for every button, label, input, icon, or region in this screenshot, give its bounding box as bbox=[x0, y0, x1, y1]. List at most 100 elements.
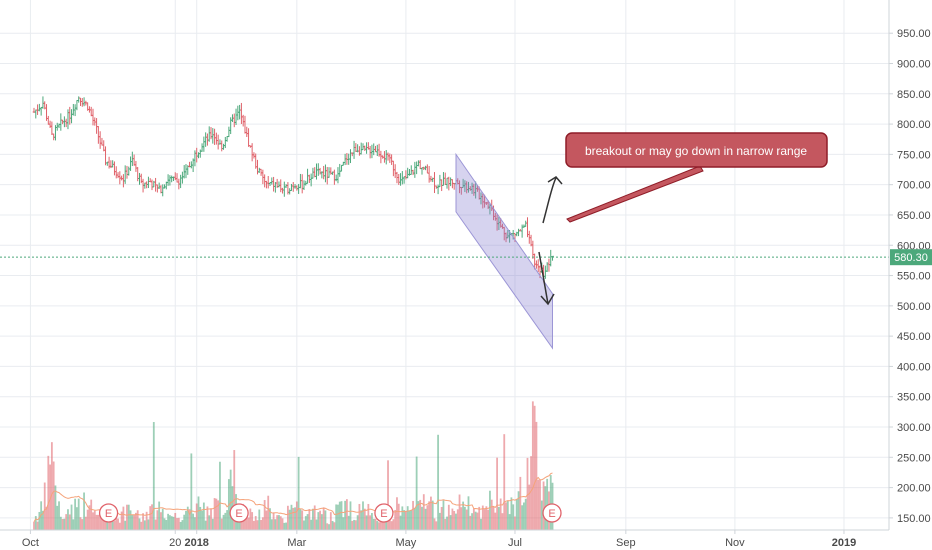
volume-bar bbox=[546, 478, 549, 530]
volume-bar bbox=[438, 512, 441, 530]
candle bbox=[220, 140, 224, 152]
descending-channel-drawing[interactable] bbox=[455, 152, 553, 350]
volume-bar bbox=[381, 519, 384, 530]
volume-bar bbox=[388, 513, 391, 530]
volume-bar bbox=[145, 511, 148, 530]
volume-bar bbox=[435, 521, 438, 530]
chart-grid bbox=[0, 0, 889, 530]
volume-bar bbox=[253, 520, 255, 530]
breakdown-arrow[interactable] bbox=[538, 251, 555, 306]
candle bbox=[424, 165, 427, 171]
volume-bar bbox=[36, 521, 39, 530]
volume-bar bbox=[490, 499, 493, 530]
volume-bar bbox=[433, 518, 436, 530]
volume-bar bbox=[194, 517, 196, 530]
candle bbox=[102, 140, 106, 152]
candle bbox=[411, 169, 415, 176]
volume-bar bbox=[469, 515, 472, 530]
volume-bar bbox=[465, 509, 468, 530]
volume-bar bbox=[478, 506, 481, 530]
candle bbox=[129, 156, 132, 171]
volume-bar bbox=[342, 517, 345, 530]
volume-bar bbox=[77, 498, 80, 530]
volume-bar bbox=[340, 501, 343, 530]
candle bbox=[136, 167, 140, 182]
candle bbox=[283, 181, 286, 197]
volume-bar bbox=[458, 494, 461, 530]
volume-bar bbox=[72, 519, 75, 530]
candle bbox=[279, 179, 283, 193]
volume-bar bbox=[451, 508, 454, 530]
candle bbox=[415, 161, 418, 175]
candle bbox=[100, 137, 104, 146]
last-price-badge: 580.30 bbox=[890, 249, 932, 266]
volume-bar bbox=[515, 499, 518, 530]
volume-bar bbox=[38, 511, 41, 530]
volume-bar bbox=[413, 507, 416, 530]
earnings-marker-label: E bbox=[548, 508, 555, 520]
price-axis-label: 750.00 bbox=[897, 149, 931, 161]
volume-bar bbox=[122, 506, 125, 530]
volume-bar bbox=[233, 450, 236, 530]
earnings-marker-label: E bbox=[235, 508, 242, 520]
candle bbox=[79, 97, 82, 107]
candle bbox=[379, 150, 383, 164]
price-axis-label: 700.00 bbox=[897, 180, 931, 192]
volume-bar bbox=[299, 509, 302, 530]
earnings-marker-label: E bbox=[105, 508, 112, 520]
volume-bar bbox=[111, 521, 114, 530]
candle bbox=[114, 166, 118, 179]
volume-bar bbox=[487, 509, 490, 530]
breakout-arrow[interactable] bbox=[542, 176, 563, 224]
volume-bar bbox=[208, 515, 211, 530]
volume-bar bbox=[165, 519, 168, 530]
volume-bar bbox=[310, 519, 313, 530]
candle bbox=[333, 169, 336, 185]
candle bbox=[365, 142, 368, 154]
volume-bar bbox=[483, 509, 486, 530]
volume-bar bbox=[540, 500, 543, 530]
candle bbox=[445, 177, 449, 189]
volume-bar bbox=[453, 510, 456, 530]
volume-bar bbox=[179, 521, 182, 530]
volume-bar bbox=[99, 514, 102, 530]
volume-bar bbox=[115, 517, 118, 530]
annotation-callout[interactable]: breakout or may go down in narrow range bbox=[565, 132, 828, 168]
volume-bar bbox=[93, 510, 96, 530]
volume-bar bbox=[58, 501, 60, 530]
time-axis[interactable]: Oct 20 2018 Mar May Jul Sep Nov 2019 bbox=[22, 530, 856, 549]
volume-bar bbox=[419, 499, 422, 530]
candle bbox=[95, 118, 98, 134]
volume-bar bbox=[344, 500, 347, 530]
volume-bar bbox=[494, 512, 497, 530]
candle bbox=[426, 164, 429, 174]
earnings-marker: E bbox=[229, 503, 249, 523]
volume-bar bbox=[81, 519, 84, 530]
volume-bar bbox=[267, 495, 270, 530]
volume-bar bbox=[455, 513, 457, 530]
candle bbox=[547, 258, 551, 272]
volume-bar bbox=[372, 518, 375, 530]
volume-bar bbox=[408, 510, 411, 530]
candle bbox=[98, 131, 102, 149]
volume-bar bbox=[52, 461, 55, 530]
volume-bar bbox=[394, 509, 397, 530]
candle bbox=[324, 164, 327, 183]
volume-bar bbox=[149, 506, 152, 530]
candle bbox=[322, 165, 325, 180]
volume-bar bbox=[304, 516, 307, 530]
volume-bar bbox=[65, 514, 68, 530]
candle bbox=[261, 169, 265, 185]
candle bbox=[181, 171, 184, 184]
volume-bar bbox=[456, 509, 459, 530]
candle bbox=[299, 173, 302, 189]
volume-bar bbox=[374, 518, 377, 530]
volume-bar bbox=[312, 508, 314, 530]
candle bbox=[340, 164, 343, 172]
volume-bar bbox=[530, 456, 532, 530]
volume-bar bbox=[539, 480, 541, 530]
price-axis[interactable]: 150.00 200.00 250.00 300.00 350.00 400.00 450.… bbox=[889, 28, 931, 525]
candle bbox=[392, 160, 395, 177]
